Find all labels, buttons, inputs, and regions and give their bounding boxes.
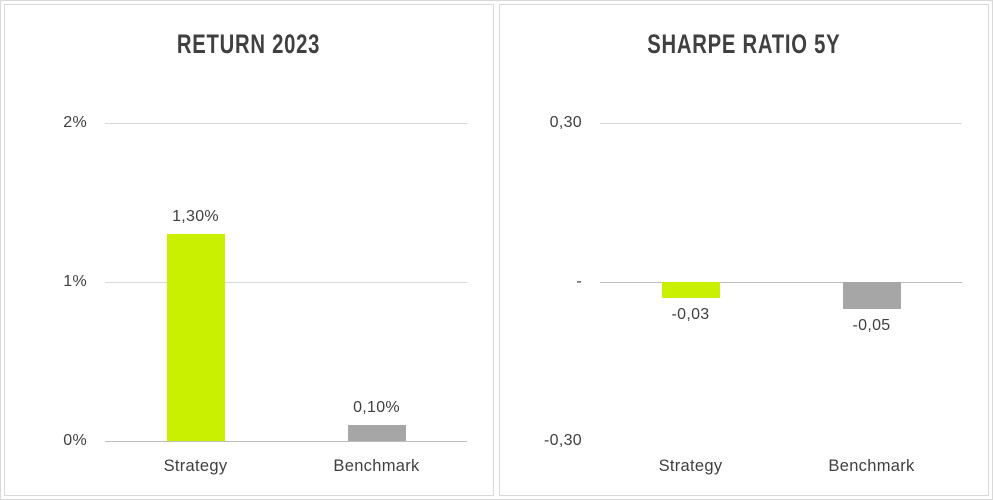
bar-benchmark [842, 282, 901, 309]
axis-baseline [600, 282, 962, 283]
bar-strategy [166, 234, 225, 441]
category-label-benchmark: Benchmark [333, 457, 420, 475]
gridline [105, 123, 467, 124]
chart-title-text: RETURN 2023 [177, 29, 321, 59]
bar-strategy [661, 282, 720, 298]
value-label-benchmark: -0,05 [852, 316, 891, 334]
plot-area: 2% 1% 0% 1,30% Strategy 0,10% Benchmark [63, 114, 467, 475]
value-label-strategy: 1,30% [172, 208, 219, 226]
y-tick-label: - [576, 273, 582, 290]
bar-benchmark [347, 425, 406, 441]
chart-return-2023: RETURN 2023 2% 1% 0% 1,30% Strategy 0,10% Benc… [4, 4, 494, 496]
axis-baseline [105, 441, 467, 442]
y-tick-label: 2% [63, 114, 87, 131]
plot-area: 0,30 - -0,30 -0,03 Strategy -0,05 Benchmark [544, 114, 962, 475]
y-tick-label: 0,30 [549, 114, 582, 131]
chart-sharpe-ratio-5y: SHARPE RATIO 5Y 0,30 - -0,30 -0,03 Strategy -… [499, 4, 989, 496]
chart-title-text: SHARPE RATIO 5Y [647, 29, 841, 59]
category-label-strategy: Strategy [163, 457, 228, 475]
y-tick-label: 1% [63, 273, 87, 290]
y-tick-label: -0,30 [544, 432, 582, 449]
chart-title: RETURN 2023 [5, 29, 493, 60]
value-label-strategy: -0,03 [671, 305, 710, 323]
gridline [105, 282, 467, 283]
chart-title: SHARPE RATIO 5Y [500, 29, 988, 60]
category-label-benchmark: Benchmark [828, 457, 915, 475]
value-label-benchmark: 0,10% [353, 399, 400, 417]
category-label-strategy: Strategy [658, 457, 723, 475]
y-tick-label: 0% [63, 432, 87, 449]
gridline [600, 123, 962, 124]
